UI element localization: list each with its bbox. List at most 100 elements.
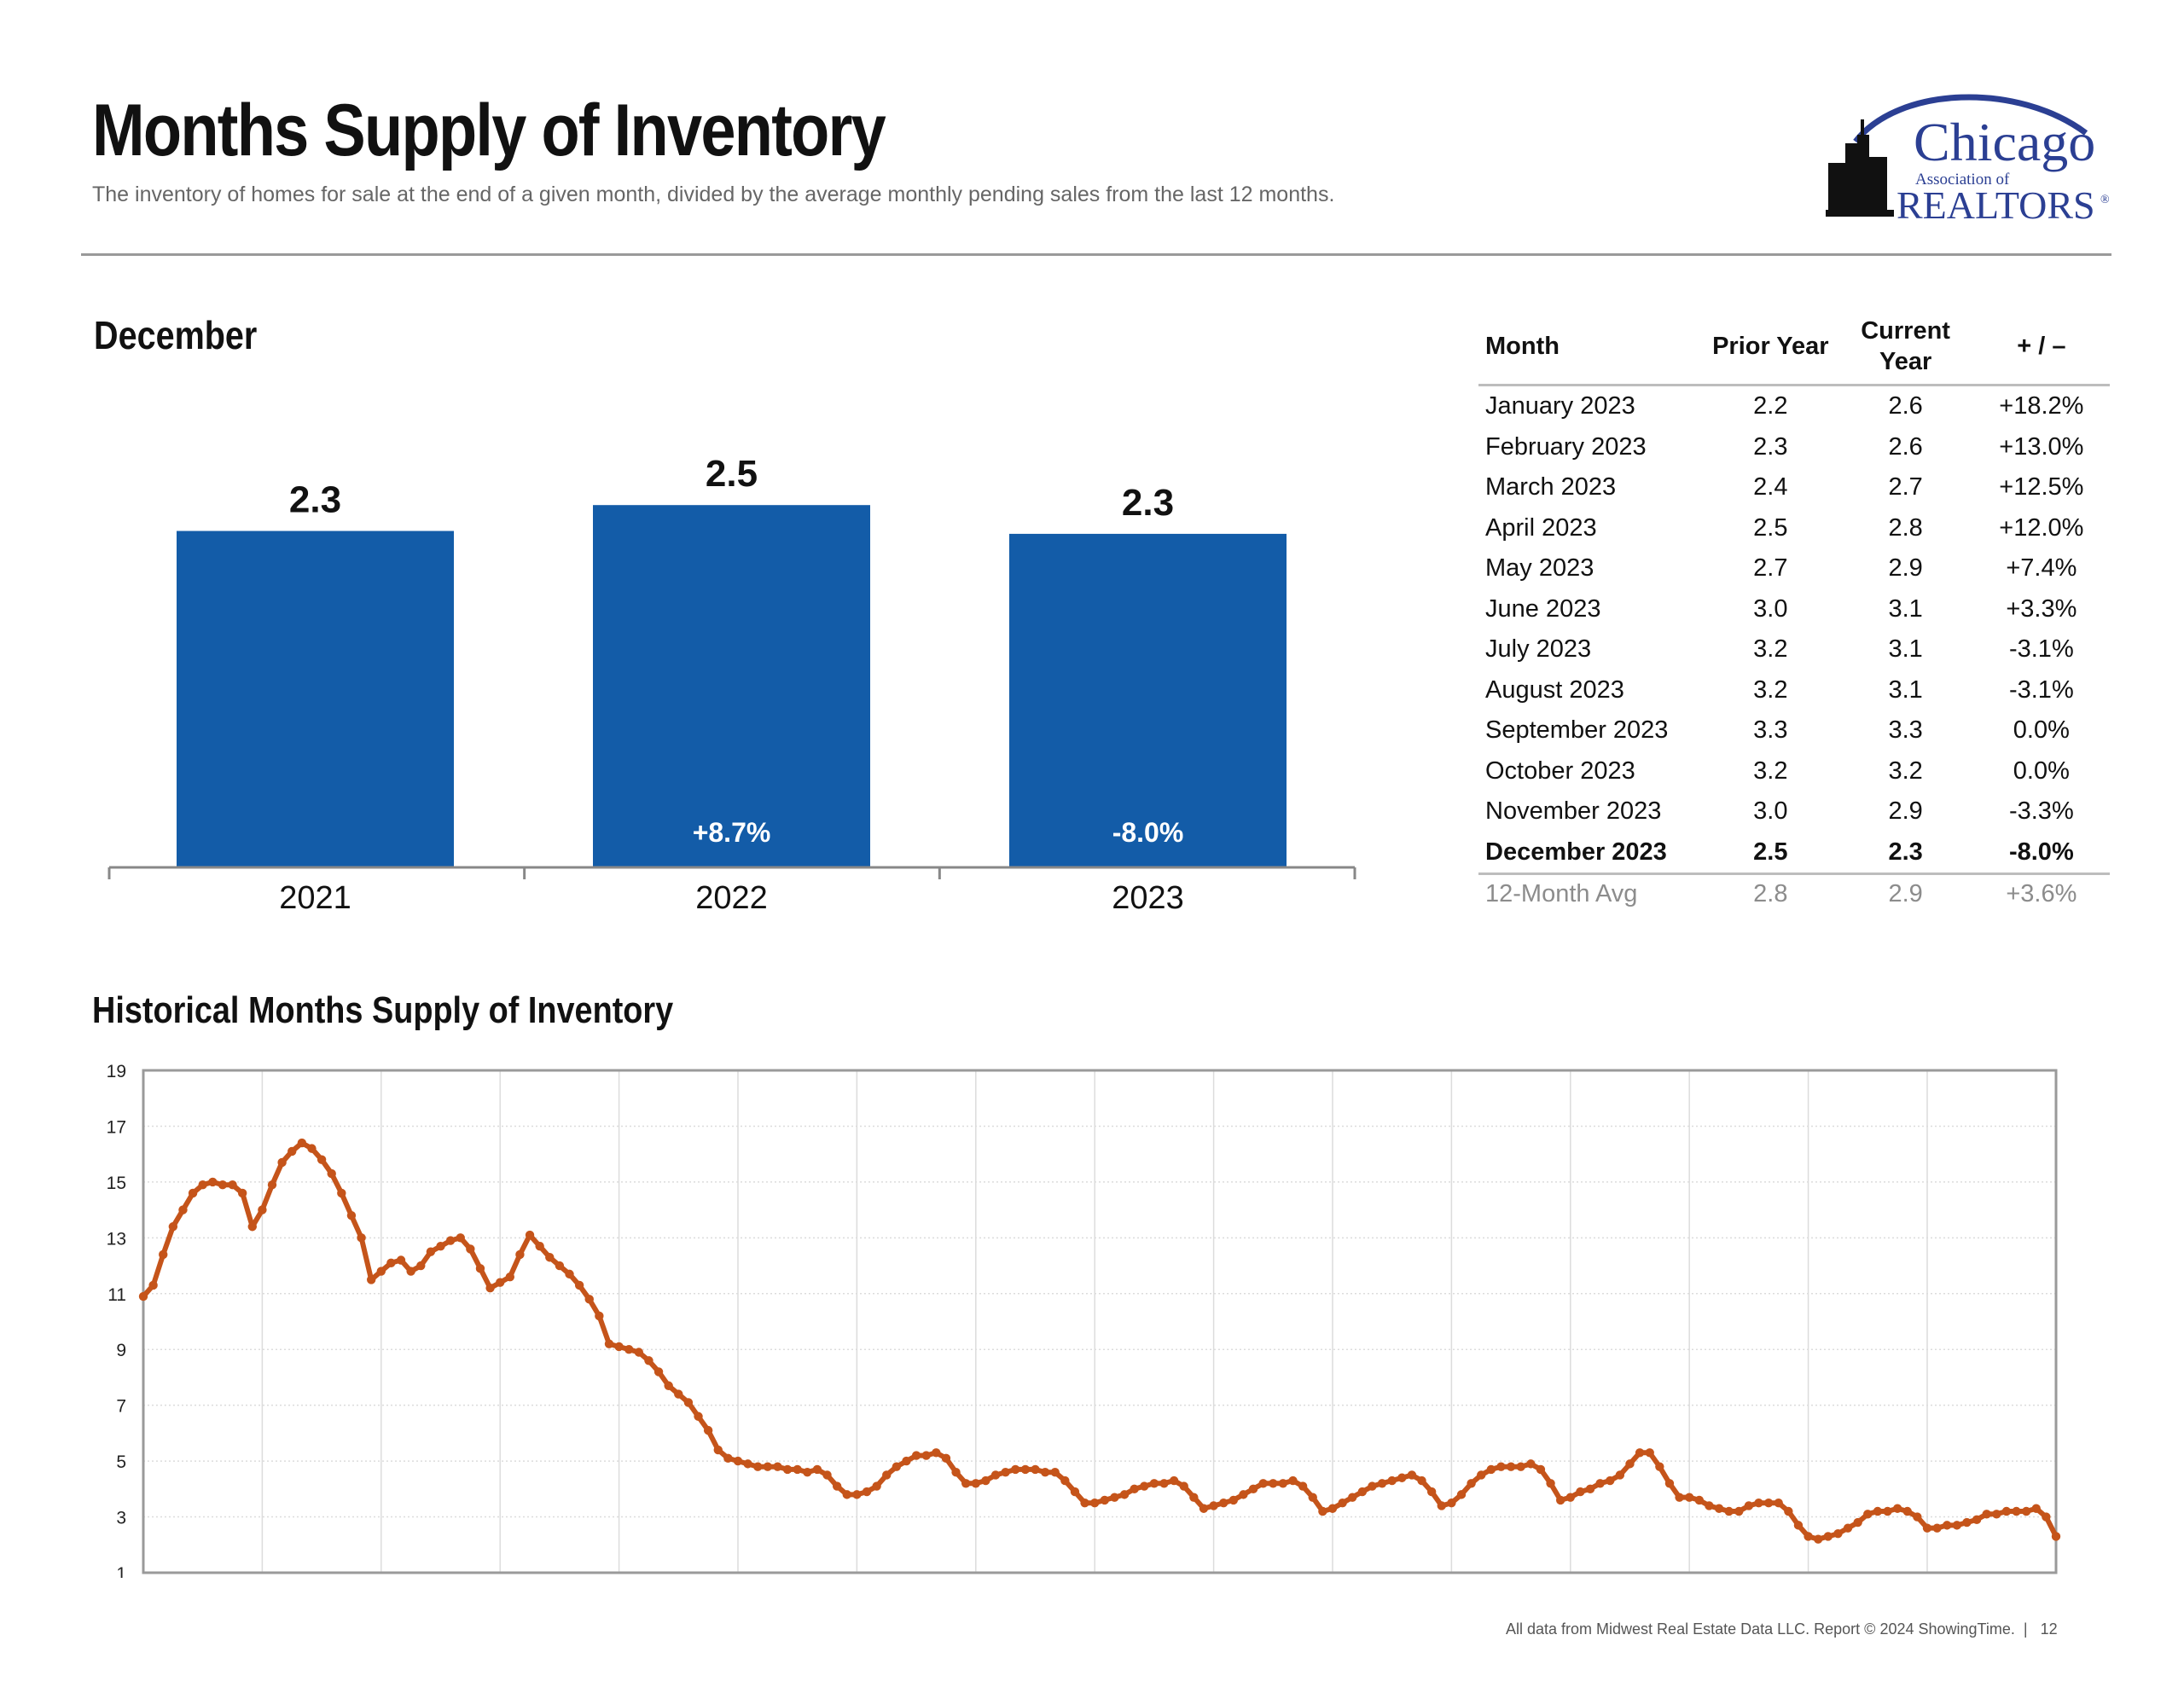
- data-point: [1040, 1468, 1050, 1477]
- avg-prior: 2.8: [1753, 879, 1788, 907]
- data-point: [376, 1267, 386, 1276]
- data-point: [1020, 1464, 1031, 1475]
- data-point: [882, 1470, 892, 1480]
- data-point: [1516, 1462, 1525, 1471]
- data-point: [1714, 1504, 1724, 1513]
- data-point: [258, 1205, 267, 1215]
- data-point: [1140, 1481, 1149, 1491]
- data-point: [990, 1470, 1001, 1480]
- data-point: [1655, 1462, 1664, 1471]
- data-point: [1883, 1506, 1892, 1516]
- data-point: [188, 1188, 198, 1198]
- data-point: [436, 1241, 445, 1251]
- data-point: [1456, 1490, 1467, 1499]
- data-point: [1793, 1521, 1804, 1530]
- data-point: [138, 1291, 148, 1301]
- y-tick-label: 9: [116, 1341, 126, 1360]
- data-point: [1348, 1493, 1357, 1502]
- data-point: [208, 1177, 218, 1187]
- data-point: [951, 1468, 961, 1477]
- plot-border: [142, 1069, 2058, 1574]
- data-point: [505, 1272, 515, 1282]
- data-point: [1625, 1459, 1635, 1469]
- data-point: [1922, 1523, 1932, 1533]
- table-row: October 2023 3.2 3.2 0.0%: [1478, 751, 2110, 792]
- data-point: [614, 1342, 624, 1352]
- table-row: June 2023 3.0 3.1 +3.3%: [1478, 589, 2110, 630]
- chicago-realtors-logo: Chicago Association of REALTORS ®: [1826, 94, 2110, 227]
- data-point: [515, 1249, 525, 1260]
- data-point: [2021, 1506, 2031, 1516]
- data-point: [1179, 1481, 1188, 1491]
- data-point: [159, 1249, 168, 1260]
- table-row: March 2023 2.4 2.7 +12.5%: [1478, 467, 2110, 508]
- row-change: +12.5%: [1999, 473, 2084, 501]
- y-tick-label: 1: [116, 1564, 126, 1578]
- data-point: [1496, 1462, 1506, 1471]
- data-point: [396, 1255, 406, 1265]
- row-month: September 2023: [1485, 716, 1669, 745]
- data-point: [822, 1470, 832, 1480]
- data-point: [1070, 1487, 1080, 1497]
- data-point: [1784, 1506, 1793, 1516]
- row-month: November 2023: [1485, 797, 1662, 826]
- data-point: [584, 1295, 594, 1304]
- page-subtitle: The inventory of homes for sale at the e…: [92, 183, 1335, 206]
- data-point: [1635, 1448, 1645, 1458]
- historical-section-title: Historical Months Supply of Inventory: [92, 989, 674, 1031]
- data-point: [1119, 1490, 1130, 1499]
- data-point: [1615, 1470, 1625, 1480]
- data-point: [574, 1280, 584, 1290]
- data-point: [1228, 1495, 1239, 1505]
- row-change: +12.0%: [1999, 513, 2084, 542]
- data-point: [1050, 1468, 1060, 1477]
- data-point: [1001, 1468, 1010, 1477]
- data-point: [1734, 1506, 1744, 1516]
- data-point: [1437, 1501, 1446, 1510]
- data-point: [892, 1462, 902, 1471]
- data-point: [1814, 1534, 1823, 1544]
- bar-value-label: 2.3: [1122, 482, 1174, 524]
- data-point: [555, 1261, 565, 1271]
- row-current: 3.1: [1888, 675, 1923, 704]
- monthly-table: Month Prior Year Current Year + / – Janu…: [1478, 309, 2110, 913]
- footer-page-number: 12: [2040, 1620, 2058, 1638]
- row-change: -8.0%: [2008, 838, 2074, 866]
- data-point: [782, 1464, 793, 1475]
- data-point: [1397, 1473, 1407, 1482]
- row-current: 2.3: [1888, 838, 1923, 866]
- data-point: [624, 1345, 634, 1354]
- logo-text-small: Association of: [1915, 171, 2010, 188]
- data-point: [1555, 1495, 1565, 1505]
- data-point: [1526, 1459, 1536, 1469]
- row-month: July 2023: [1485, 635, 1592, 664]
- data-point: [1199, 1504, 1209, 1513]
- data-point: [1585, 1484, 1595, 1494]
- data-point: [1684, 1493, 1694, 1502]
- data-point: [803, 1468, 812, 1477]
- data-point: [1833, 1528, 1843, 1539]
- data-point: [694, 1412, 703, 1421]
- data-point: [445, 1236, 456, 1245]
- table-avg-row: 12-Month Avg 2.8 2.9 +3.6%: [1478, 872, 2110, 913]
- table-row: August 2023 3.2 3.1 -3.1%: [1478, 670, 2110, 711]
- data-point: [307, 1144, 317, 1153]
- data-point: [902, 1456, 911, 1466]
- row-change: +3.3%: [2006, 594, 2077, 623]
- table-row: February 2023 2.3 2.6 +13.0%: [1478, 427, 2110, 468]
- data-point: [327, 1168, 336, 1179]
- row-change: 0.0%: [2013, 757, 2070, 785]
- row-prior: 3.2: [1753, 635, 1788, 664]
- data-point: [1011, 1464, 1020, 1475]
- data-point: [1110, 1493, 1119, 1502]
- data-point: [357, 1233, 366, 1243]
- data-point: [634, 1348, 644, 1357]
- row-month: June 2023: [1485, 594, 1601, 623]
- row-month: January 2023: [1485, 392, 1635, 420]
- row-prior: 2.4: [1753, 473, 1788, 501]
- data-point: [198, 1180, 207, 1190]
- data-point: [644, 1356, 653, 1365]
- data-point: [1943, 1521, 1952, 1530]
- data-point: [1675, 1493, 1684, 1502]
- row-current: 3.2: [1888, 757, 1923, 785]
